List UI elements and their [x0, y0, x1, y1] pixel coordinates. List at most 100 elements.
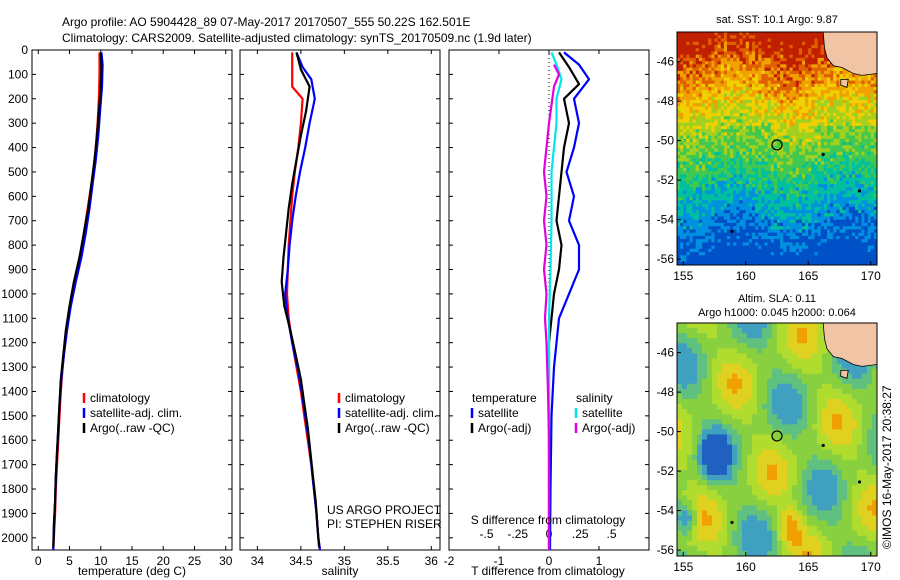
map-y-tick-label: -46	[657, 346, 675, 360]
map-y-tick-label: -54	[657, 504, 675, 518]
y-tick-label: 1600	[1, 433, 28, 447]
y-tick-label: 800	[8, 238, 28, 252]
map-x-tick-label: 165	[798, 269, 818, 283]
s-difference-xlabel: S difference from climatology	[471, 513, 626, 527]
legend-label: climatology	[90, 391, 150, 405]
sla-map-title: Altim. SLA: 0.11	[738, 293, 816, 305]
legend-label: satellite-adj. clim.	[345, 406, 437, 420]
map-x-tick-label: 155	[673, 560, 693, 574]
header-line-2: Climatology: CARS2009. Satellite-adjuste…	[62, 31, 532, 45]
y-tick-label: 1500	[1, 409, 28, 423]
island-dot	[821, 152, 825, 157]
map-y-tick-label: -48	[657, 385, 675, 399]
island-dot	[857, 480, 862, 484]
pi-label: PI: STEPHEN RISER	[327, 517, 442, 531]
salinity-profile-frame	[239, 49, 441, 551]
x-tick-label: -1	[494, 554, 505, 568]
x-tick-label: 25	[188, 554, 202, 568]
map-x-tick-label: 160	[736, 269, 756, 283]
sst-map-image	[677, 32, 877, 265]
y-tick-label: 100	[8, 67, 28, 81]
temperature-profile-series-2	[52, 52, 103, 548]
land-new-zealand	[822, 32, 877, 76]
y-tick-label: 1700	[1, 458, 28, 472]
sst-map-frame	[676, 31, 878, 266]
sla-map-image	[677, 323, 877, 556]
legend-label: Argo(..raw -QC)	[345, 421, 430, 435]
y-tick-label: 1800	[1, 482, 28, 496]
y-tick-label: 900	[8, 263, 28, 277]
x-tick-label: 36	[425, 554, 439, 568]
sst-map-title: sat. SST: 10.1 Argo: 9.87	[716, 14, 838, 26]
land-stewart-island	[840, 79, 849, 88]
map-x-tick-label: 160	[736, 560, 756, 574]
x-tick-label: 30	[219, 554, 233, 568]
map-y-tick-label: -52	[657, 173, 675, 187]
y-tick-label: 1300	[1, 360, 28, 374]
difference-profile-series-1	[547, 51, 581, 548]
map-y-tick-label: -56	[657, 543, 675, 557]
map-y-tick-label: -46	[657, 55, 675, 69]
x-tick-label: 15	[125, 554, 139, 568]
map-x-tick-label: 170	[861, 269, 881, 283]
top-tick-label: -.5	[479, 527, 493, 541]
sla-map-subtitle: Argo h1000: 0.045 h2000: 0.064	[698, 307, 856, 319]
x-tick-label: 5	[66, 554, 73, 568]
map-y-tick-label: -52	[657, 464, 675, 478]
t-difference-xlabel: T difference from climatology	[471, 564, 625, 578]
map-x-tick-label: 155	[673, 269, 693, 283]
y-tick-label: 1400	[1, 384, 28, 398]
x-tick-label: 10	[94, 554, 108, 568]
island-dot	[730, 520, 734, 525]
map-x-tick-label: 165	[798, 560, 818, 574]
map-y-tick-label: -54	[657, 213, 675, 227]
land-stewart-island	[840, 369, 849, 379]
x-tick-label: 34	[251, 554, 265, 568]
y-tick-label: 1000	[1, 287, 28, 301]
salinity-xlabel: salinity	[322, 564, 359, 578]
sla-map-panel: 155 160 165 170 -46 -48 -50 -52 -54 -56	[657, 322, 881, 574]
y-tick-label: 2000	[1, 531, 28, 545]
project-label: US ARGO PROJECT	[327, 503, 442, 517]
difference-profile-series-3	[542, 64, 561, 550]
y-tick-label: 300	[8, 116, 28, 130]
legend-label: temperature	[472, 391, 537, 405]
land-new-zealand	[822, 323, 877, 367]
sst-map-panel: 155 160 165 170 -46 -48 -50 -52 -54 -56	[657, 31, 881, 283]
top-tick-label: -.25	[507, 527, 528, 541]
y-tick-label: 200	[8, 92, 28, 106]
map-x-tick-label: 170	[861, 560, 881, 574]
watermark: ©IMOS 16-May-2017 20:38:27	[880, 385, 894, 549]
y-tick-label: 600	[8, 189, 28, 203]
legend-label: satellite	[478, 406, 519, 420]
x-tick-label: 1	[596, 554, 603, 568]
map-y-tick-label: -50	[657, 425, 675, 439]
x-tick-label: 35	[338, 554, 352, 568]
legend-label: salinity	[576, 391, 613, 405]
salinity-panel: 34 34.5 35 35.5 36 climatologysatellite-adj. …	[239, 49, 441, 568]
y-tick-label: 400	[8, 141, 28, 155]
x-tick-label: 20	[157, 554, 171, 568]
island-dot	[821, 443, 825, 448]
argo-float-marker	[771, 139, 783, 151]
y-tick-label: 0	[21, 43, 28, 57]
island-dot	[857, 189, 862, 193]
map-y-tick-label: -50	[657, 134, 675, 148]
top-tick-label: .25	[572, 527, 589, 541]
temperature-panel: 0100200300400500600700800900100011001200…	[1, 43, 232, 568]
legend-label: satellite-adj. clim.	[90, 406, 182, 420]
x-tick-label: 0	[546, 554, 553, 568]
legend-label: climatology	[345, 391, 405, 405]
header-line-1: Argo profile: AO 5904428_89 07-May-2017 …	[62, 15, 470, 29]
legend-label: Argo(..raw -QC)	[90, 421, 175, 435]
legend-label: satellite	[582, 406, 623, 420]
y-tick-label: 500	[8, 165, 28, 179]
top-tick-label: .5	[606, 527, 616, 541]
x-tick-label: 35.5	[376, 554, 400, 568]
x-tick-label: 0	[35, 554, 42, 568]
x-tick-label: 34.5	[289, 554, 313, 568]
y-tick-label: 1100	[2, 311, 28, 325]
y-tick-label: 1900	[1, 506, 28, 520]
argo-float-marker	[771, 430, 783, 442]
